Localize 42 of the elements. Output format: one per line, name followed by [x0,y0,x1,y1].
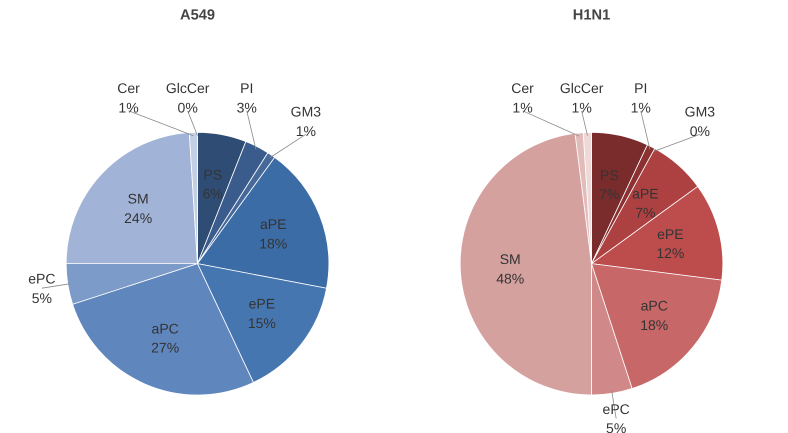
data-label: 6% [202,186,223,202]
data-label: 1% [296,122,316,139]
slice-label: SM [500,251,521,268]
data-label: 27% [151,340,180,356]
data-label: 48% [496,270,524,286]
data-label: 18% [259,235,288,252]
slice-label: PS [203,166,222,182]
data-label: 1% [630,99,651,116]
slice-label: PS [600,167,619,184]
data-label: 5% [32,290,52,306]
chart-title: H1N1 [572,8,610,24]
data-label: 1% [572,99,592,116]
slice-label: GlcCer [560,80,604,96]
data-label: 1% [118,99,139,116]
slice-label: aPE [260,216,286,232]
text: 0% [690,122,710,139]
slice-label: ePE [657,226,684,242]
category-label: GM3 [684,104,716,120]
data-label: 24% [124,210,152,226]
slice-label: PI [240,80,254,96]
slice-label: GM3 [290,104,322,120]
chart-title: A549 [180,8,216,24]
data-label: 7% [599,186,620,202]
slice-label: ePC [28,270,56,287]
slice-label: Cer [511,80,534,96]
slice-label: aPC [640,298,668,314]
slice-label: aPE [632,185,659,202]
text: 0% [178,99,198,116]
slice-label: PI [634,80,648,96]
data-label: 15% [248,314,276,331]
data-label: 12% [656,245,684,262]
data-label: 5% [606,420,626,433]
data-label: 1% [512,99,533,116]
slice-label: ePE [248,296,276,312]
slice-label: aPC [152,320,179,336]
slice-label: SM [128,190,149,207]
data-label: 3% [236,99,257,116]
data-label: 7% [635,204,656,220]
slice-label: ePC [602,400,630,417]
slice-label: Cer [117,80,140,96]
category-label: GlcCer [166,80,210,96]
data-label: 18% [640,316,668,333]
